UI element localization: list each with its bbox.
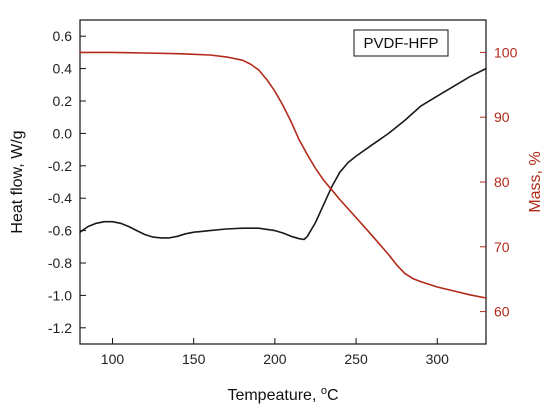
x-axis-title-unit-super: o [321,385,327,397]
y-axis-right-title: Mass, % [527,151,544,212]
x-axis-title-main: Tempeature, [227,387,320,404]
legend-frame [353,29,449,57]
legend-box: PVDF-HFP [353,29,449,57]
y-left-tick-label: 0.4 [53,61,73,77]
x-tick-label: 150 [182,351,206,367]
plot-frame [79,19,487,345]
x-tick-label: 200 [263,351,287,367]
y-axis-left-title: Heat flow, W/g [9,130,26,233]
y-right-tick-label: 60 [494,304,510,320]
ticks-layer: 100 150 200 250 300 -1.2 -1.0 -0.8 -0.6 -0.4 -0.2 0… [48,28,518,367]
y-right-tick-label: 80 [494,174,510,190]
y-left-tick-label: 0.6 [53,28,73,44]
y-right-tick-label: 70 [494,239,510,255]
y-left-tick-label: -0.8 [48,255,72,271]
x-axis-title: Tempeature, oC [227,385,338,404]
series-layer [79,51,487,299]
x-tick-label: 250 [344,351,368,367]
y-left-tick-label: 0.0 [53,125,73,141]
y-right-tick-label: 90 [494,109,510,125]
x-tick-label: 100 [101,351,125,367]
y-left-tick-label: -0.2 [48,158,72,174]
y-left-tick-label: -0.6 [48,223,72,239]
y-left-tick-label: -1.0 [48,287,72,303]
x-tick-label: 300 [426,351,450,367]
y-left-tick-label: -0.4 [48,190,72,206]
heat-flow-series-line [79,67,487,241]
y-left-tick-label: 0.2 [53,93,73,109]
x-axis-title-unit: C [327,387,339,404]
mass-series-line [79,51,487,299]
legend-text: PVDF-HFP [364,35,439,52]
y-left-tick-label: -1.2 [48,320,72,336]
y-right-tick-label: 100 [494,44,518,60]
